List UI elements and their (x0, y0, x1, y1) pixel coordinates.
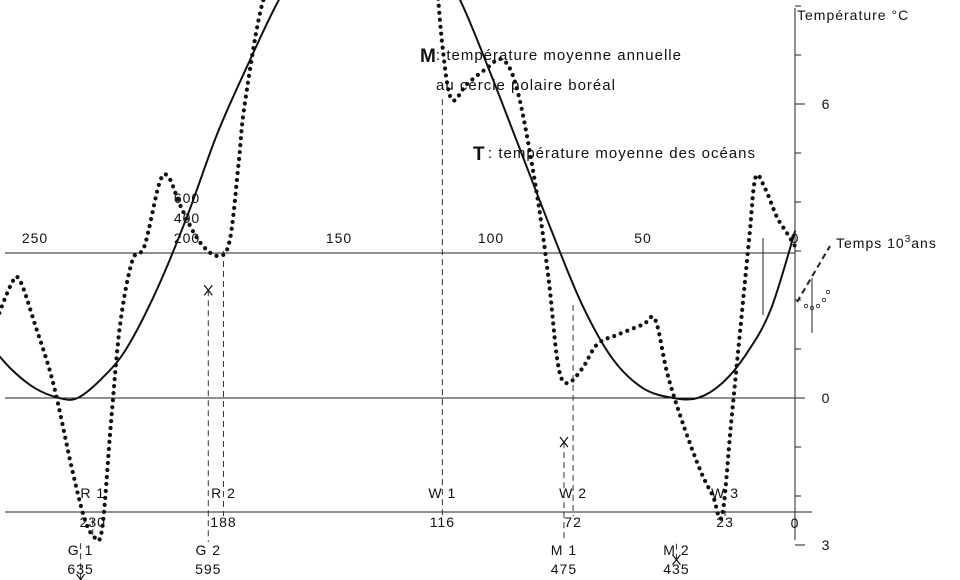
projection-circle (803, 303, 809, 309)
x-axis-label-sup: 3 (905, 234, 912, 245)
y-tick-label: 6 (822, 96, 831, 112)
event-code-label: G 1 (68, 542, 94, 558)
x-tick-label: 50 (634, 230, 652, 246)
y-tick-label: 3 (822, 537, 831, 553)
event-code-label: G 2 (195, 542, 221, 558)
event-age-label: 435 (663, 561, 689, 577)
event-code-label: W 1 (428, 485, 456, 501)
series-m-label-line1: : température moyenne annuelle (436, 47, 682, 64)
event-code-label: R 2 (211, 485, 236, 501)
event-code-label: M 1 (551, 542, 577, 558)
projection-circle (815, 303, 821, 309)
event-age-label: 23 (716, 514, 734, 530)
event-cross (559, 436, 569, 448)
curves (0, 0, 798, 543)
x-tick-label: 250 (22, 230, 48, 246)
event-code-label: R 1 (80, 485, 105, 501)
y-axis-label: Température °C (797, 7, 909, 23)
x-tick-label: 0 (791, 230, 800, 246)
event-code-label: W 3 (711, 485, 739, 501)
projection-circle (825, 289, 831, 295)
projection-circle (821, 297, 827, 303)
x-tick-label: 100 (478, 230, 504, 246)
event-code-label: M 2 (663, 542, 689, 558)
event-code-label: W 2 (559, 485, 587, 501)
grid-lines (5, 252, 812, 513)
future-dashed-line (796, 245, 831, 303)
event-age-label: 116 (430, 514, 455, 530)
x-axis-label-main: Temps 10 (836, 235, 905, 251)
series-m-label-line2: au cercle polaire boréal (436, 77, 616, 94)
event-cross (79, 573, 86, 580)
event-cross (671, 554, 681, 566)
event-age-label: 635 (67, 561, 93, 577)
event-age-label: 188 (210, 514, 236, 530)
x-axis-label-tail: ans (911, 235, 937, 251)
series-t-label: : température moyenne des océans (488, 145, 756, 162)
series-m-letter: M (420, 46, 436, 67)
y-tick-label: 0 (822, 390, 831, 406)
series-t-letter: T (473, 144, 485, 165)
x-axis-label: Temps 103ans (836, 234, 937, 251)
chart-labels: Température °C Temps 103ans M : températ… (420, 7, 937, 251)
x-tick-label: 150 (326, 230, 352, 246)
event-age-label: 595 (195, 561, 221, 577)
event-cross (203, 284, 213, 296)
event-age-label: 475 (551, 561, 577, 577)
series-m-line (0, 0, 798, 543)
right-zero-label: 0 (791, 515, 800, 531)
event-age-label: 72 (564, 514, 582, 530)
